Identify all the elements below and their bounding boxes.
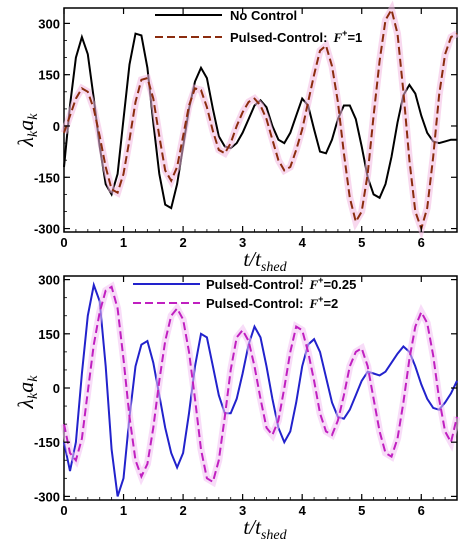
ylabel-bottom-k2: k — [26, 375, 41, 382]
legend-param-sup-f025: + — [318, 275, 323, 285]
ylabel-bottom-k1: k — [26, 392, 41, 399]
legend-param-value-f1: =1 — [347, 30, 362, 45]
ylabel-top-a: a — [13, 120, 38, 131]
tick-layer-top: 0 1 2 3 4 5 6 -300 -150 0 150 300 — [34, 8, 458, 250]
y-tick-label-top--150: -150 — [34, 170, 60, 185]
xlabel-top-main: t/t — [243, 247, 262, 271]
x-tick-label-bottom-6: 6 — [418, 503, 425, 518]
y-tick-label-bottom-300: 300 — [38, 273, 60, 288]
series-line-bottom-1 — [63, 285, 458, 484]
x-tick-label-top-5: 5 — [358, 235, 365, 250]
y-tick-label-top-150: 150 — [38, 68, 60, 83]
y-tick-label-top-300: 300 — [38, 16, 60, 31]
legend-bottom: Pulsed-Control: F+=0.25 Pulsed-Control: F+… — [133, 275, 356, 311]
xlabel-bottom-sub: shed — [261, 528, 288, 543]
series-layer-top — [60, 0, 459, 241]
y-tick-label-top--300: -300 — [34, 222, 60, 237]
legend-label-pulsed-f1: Pulsed-Control: F+=1 — [230, 28, 362, 45]
x-tick-label-top-1: 1 — [120, 235, 127, 250]
legend-label-pulsed-f025: Pulsed-Control: F+=0.25 — [206, 275, 356, 292]
tick-layer-bottom: 0 1 2 3 4 5 6 -300 -150 0 150 300 — [34, 273, 458, 518]
y-axis-label-top: λkak — [13, 113, 41, 148]
x-tick-label-top-2: 2 — [179, 235, 186, 250]
legend-top: No Control Pulsed-Control: F+=1 — [155, 8, 362, 45]
legend-param-value-f2: =2 — [323, 296, 338, 311]
ylabel-top-k1: k — [26, 130, 41, 137]
legend-param-sup-f1: + — [342, 28, 347, 38]
series-layer-bottom — [60, 281, 460, 497]
y-tick-label-top-0: 0 — [53, 119, 60, 134]
x-tick-label-top-0: 0 — [60, 235, 67, 250]
legend-label-pulsed-f2-text: Pulsed-Control: — [206, 296, 304, 311]
legend-param-f025: F — [309, 277, 319, 292]
series-line-top-1 — [63, 7, 458, 232]
ylabel-bottom-a: a — [13, 382, 38, 393]
plot-frame-top — [63, 7, 458, 233]
legend-param-sup-f2: + — [318, 294, 323, 304]
xlabel-bottom-main: t/t — [243, 515, 262, 539]
x-tick-label-top-3: 3 — [239, 235, 246, 250]
series-glow-bottom-1 — [60, 281, 460, 488]
legend-param-f1: F — [333, 30, 343, 45]
y-tick-label-bottom--300: -300 — [34, 489, 60, 504]
x-tick-label-bottom-1: 1 — [120, 503, 127, 518]
ylabel-bottom-lambda: λ — [13, 399, 38, 410]
ylabel-top-k2: k — [26, 113, 41, 120]
legend-label-pulsed-f025-text: Pulsed-Control: — [206, 277, 304, 292]
y-axis-label-bottom: λkak — [13, 375, 41, 410]
legend-label-no-control: No Control — [230, 8, 297, 23]
x-tick-label-bottom-3: 3 — [239, 503, 246, 518]
x-tick-label-bottom-2: 2 — [179, 503, 186, 518]
xlabel-top-sub: shed — [261, 260, 288, 275]
x-axis-label-top: t/tshed — [243, 247, 287, 275]
ylabel-top-lambda: λ — [13, 137, 38, 148]
x-tick-label-top-6: 6 — [418, 235, 425, 250]
x-tick-label-bottom-5: 5 — [358, 503, 365, 518]
chart-top: 0 1 2 3 4 5 6 -300 -150 0 150 300 No Control Pulsed… — [13, 0, 459, 275]
legend-param-f2: F — [309, 296, 319, 311]
x-tick-label-bottom-0: 0 — [60, 503, 67, 518]
x-tick-label-bottom-4: 4 — [299, 503, 307, 518]
legend-param-value-f025: =0.25 — [323, 277, 356, 292]
y-tick-label-bottom--150: -150 — [34, 435, 60, 450]
y-tick-label-bottom-150: 150 — [38, 327, 60, 342]
legend-label-pulsed-f1-text: Pulsed-Control: — [230, 30, 328, 45]
x-tick-label-top-4: 4 — [299, 235, 307, 250]
x-axis-label-bottom: t/tshed — [243, 515, 287, 543]
y-tick-label-bottom-0: 0 — [53, 381, 60, 396]
legend-label-pulsed-f2: Pulsed-Control: F+=2 — [206, 294, 338, 311]
